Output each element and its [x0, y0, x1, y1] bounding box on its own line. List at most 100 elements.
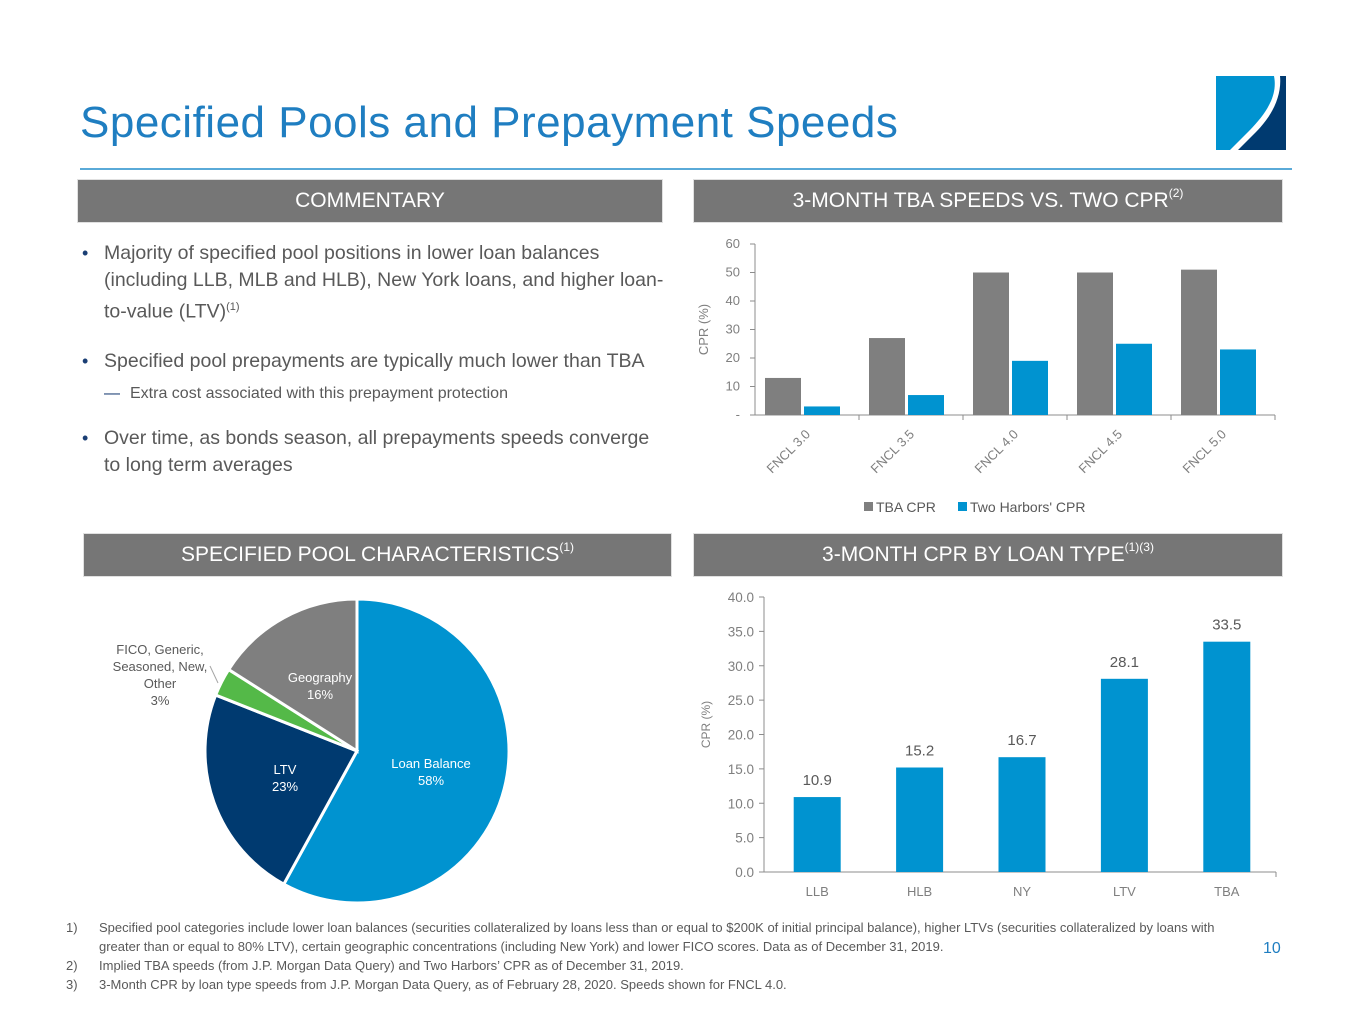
cpr-by-loan-type-header: 3-MONTH CPR BY LOAN TYPE (1)(3) [693, 533, 1283, 577]
y-tick-label: 60 [726, 236, 740, 251]
x-tick-label: FNCL 3.0 [764, 427, 814, 477]
bar-value-label: 16.7 [1007, 732, 1036, 749]
y-axis-title: CPR (%) [696, 304, 711, 355]
x-tick-label: TBA [1214, 884, 1240, 899]
commentary-bullet: • Specified pool prepayments are typical… [80, 348, 670, 375]
cpr-bar [998, 757, 1046, 872]
pie-label-geography: Geography [288, 670, 353, 685]
y-tick-label: - [736, 407, 740, 422]
tba-cpr-bar [869, 338, 905, 415]
y-tick-label: 10.0 [728, 796, 754, 811]
pie-leader-line [209, 665, 219, 684]
y-axis-title: CPR (%) [699, 701, 713, 748]
y-tick-label: 25.0 [728, 693, 754, 708]
footnote: 3) 3-Month CPR by loan type speeds from … [66, 975, 1246, 994]
x-tick-label: NY [1013, 884, 1031, 899]
tba-cpr-bar [1181, 269, 1217, 415]
bullet-icon: • [82, 350, 89, 371]
tba-cpr-bar [765, 377, 801, 415]
cpr-by-loan-type-footnote-ref: (1)(3) [1124, 540, 1154, 554]
cpr-bar [793, 797, 841, 872]
legend-label-tba-cpr: TBA CPR [876, 499, 936, 515]
two-harbors-cpr-bar [1012, 360, 1048, 415]
two-harbors-cpr-bar [804, 406, 840, 415]
two-harbors-cpr-bar [908, 395, 944, 415]
pie-label-loan-balance: Loan Balance [391, 756, 471, 771]
y-tick-label: 5.0 [735, 831, 754, 846]
two-harbors-cpr-bar [1220, 349, 1256, 415]
y-tick-label: 20 [726, 350, 740, 365]
y-tick-label: 30 [726, 322, 740, 337]
tba-speeds-chart: - 10 20 30 40 50 60 CPR (%) FNCL 3.0 FNCL 3.5 FNCL… [696, 236, 1276, 515]
bullet-text: Majority of specified pool positions in … [104, 242, 664, 323]
bullet-footnote-ref: (1) [226, 301, 240, 313]
two-harbors-cpr-bar [1116, 343, 1152, 415]
footnote-text: Specified pool categories include lower … [99, 920, 1215, 954]
page-title: Specified Pools and Prepayment Speeds [80, 98, 899, 147]
bullet-icon: • [82, 243, 89, 263]
commentary-sub-bullet: — Extra cost associated with this prepay… [80, 383, 670, 405]
pie-slice-ltv [203, 693, 360, 887]
pie-label-other: Seasoned, New, [113, 659, 208, 674]
two-harbors-logo-icon [1216, 76, 1286, 150]
commentary-header-label: COMMENTARY [295, 189, 445, 212]
cpr-by-loan-type-header-label: 3-MONTH CPR BY LOAN TYPE [822, 543, 1125, 566]
cpr-bar [1100, 678, 1148, 872]
tba-speeds-footnote-ref: (2) [1168, 186, 1184, 200]
commentary-bullet: • Over time, as bonds season, all prepay… [80, 425, 670, 479]
commentary-header: COMMENTARY [77, 179, 663, 223]
tba-speeds-header-label: 3-MONTH TBA SPEEDS VS. TWO CPR [792, 189, 1169, 212]
pool-characteristics-header: SPECIFIED POOL CHARACTERISTICS (1) [83, 533, 672, 577]
bar-value-label: 28.1 [1110, 654, 1139, 671]
cpr-bar [1203, 641, 1251, 872]
y-tick-label: 40 [726, 293, 740, 308]
page-number: 10 [1263, 940, 1281, 957]
y-tick-label: 30.0 [728, 659, 754, 674]
pie-label-other: Other [144, 676, 177, 691]
tba-speeds-header: 3-MONTH TBA SPEEDS VS. TWO CPR (2) [693, 179, 1283, 223]
y-tick-label: 0.0 [735, 865, 754, 880]
bar-value-label: 33.5 [1212, 617, 1241, 634]
pool-characteristics-footnote-ref: (1) [559, 540, 575, 554]
pie-slice-loan-balance [281, 597, 511, 905]
footnote-number: 3) [66, 977, 78, 992]
title-divider [80, 168, 1292, 170]
y-tick-label: 15.0 [728, 762, 754, 777]
commentary-list: • Majority of specified pool positions i… [80, 240, 670, 496]
sub-bullet-text: Extra cost associated with this prepayme… [130, 384, 508, 402]
pool-characteristics-pie-chart: Loan Balance 58% LTV 23% Geography 16% FICO, G… [113, 597, 511, 905]
y-tick-label: 10 [726, 379, 740, 394]
pie-label-ltv: LTV [274, 762, 297, 777]
commentary-bullet: • Majority of specified pool positions i… [80, 240, 670, 326]
tba-cpr-bar [973, 272, 1009, 415]
footnote-text: Implied TBA speeds (from J.P. Morgan Dat… [99, 958, 684, 973]
bar-value-label: 15.2 [905, 743, 934, 760]
cpr-bar [896, 767, 944, 872]
dash-icon: — [104, 384, 120, 402]
x-tick-label: FNCL 4.5 [1076, 427, 1126, 477]
footnote-number: 2) [66, 958, 78, 973]
pie-label-loan-balance: 58% [418, 773, 444, 788]
bullet-text: Specified pool prepayments are typically… [104, 349, 645, 372]
x-tick-label: FNCL 5.0 [1180, 427, 1230, 477]
footnote: 2) Implied TBA speeds (from J.P. Morgan … [66, 956, 1246, 975]
x-tick-label: LLB [806, 884, 829, 899]
x-tick-label: FNCL 4.0 [972, 427, 1022, 477]
bullet-icon: • [82, 427, 89, 448]
footnote-text: 3-Month CPR by loan type speeds from J.P… [99, 977, 787, 992]
legend-swatch-tba-cpr [864, 502, 873, 511]
x-tick-label: HLB [907, 884, 932, 899]
y-tick-label: 50 [726, 265, 740, 280]
footnotes: 1) Specified pool categories include low… [66, 918, 1246, 994]
footnote-number: 1) [66, 920, 78, 935]
footnote: 1) Specified pool categories include low… [66, 918, 1246, 956]
pie-label-other: FICO, Generic, [116, 642, 203, 657]
tba-cpr-bar [1077, 272, 1113, 415]
pie-label-ltv: 23% [272, 779, 298, 794]
legend-swatch-two-harbors-cpr [958, 502, 967, 511]
y-tick-label: 35.0 [728, 624, 754, 639]
x-tick-label: FNCL 3.5 [868, 427, 918, 477]
pie-label-geography: 16% [307, 687, 333, 702]
x-tick-label: LTV [1113, 884, 1136, 899]
pool-characteristics-header-label: SPECIFIED POOL CHARACTERISTICS [180, 543, 560, 566]
